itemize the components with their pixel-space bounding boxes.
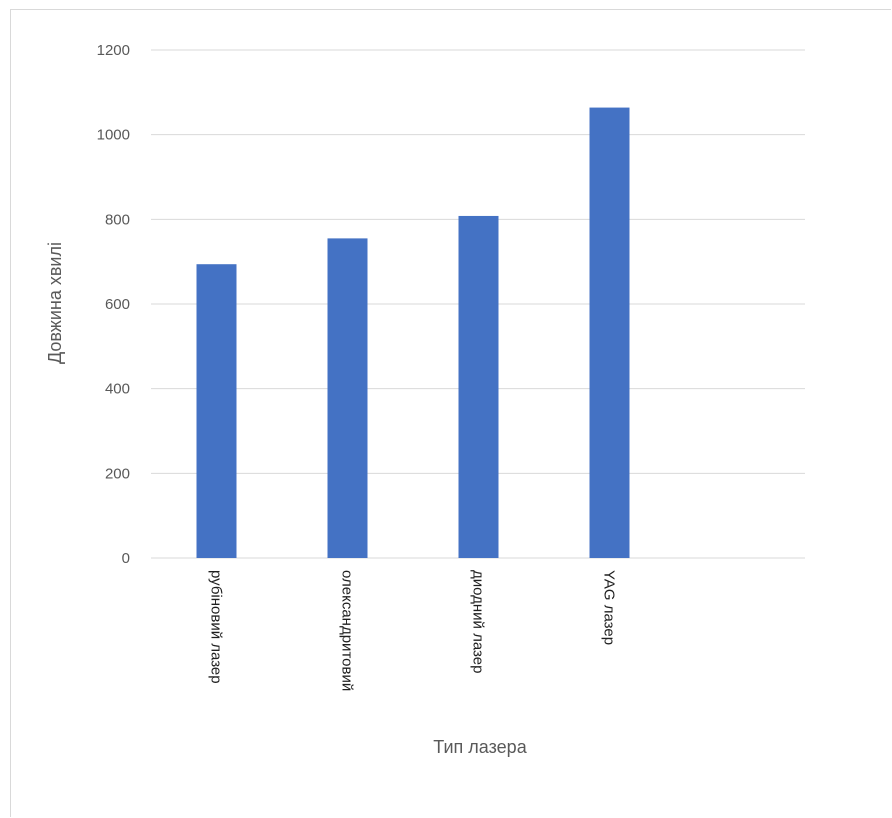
y-tick-label: 800: [105, 211, 130, 228]
x-axis-title: Тип лазера: [433, 737, 527, 757]
x-category-label: рубіновий лазер: [208, 570, 225, 684]
y-tick-label: 600: [105, 296, 130, 313]
bar: [458, 215, 499, 559]
bar: [589, 107, 630, 558]
chart-frame: [10, 9, 891, 817]
y-tick-label: 400: [105, 381, 130, 398]
x-category-label: диодний лазер: [470, 570, 487, 673]
y-tick-label: 1000: [97, 127, 130, 144]
bar: [327, 238, 368, 558]
y-tick-label: 1200: [97, 42, 130, 59]
x-category-label: олександритовий: [339, 570, 356, 691]
bars: [196, 107, 630, 559]
y-axis-title: Довжина хвилі: [45, 242, 65, 364]
x-axis-categories: рубіновий лазер олександритовий диодний ла…: [208, 570, 618, 691]
y-tick-label: 200: [105, 465, 130, 482]
y-tick-label: 0: [122, 550, 130, 567]
x-category-label: YAG лазер: [601, 570, 618, 645]
bar: [196, 264, 237, 558]
y-axis-ticks: 0 200 400 600 800 1000 1200: [97, 42, 130, 567]
